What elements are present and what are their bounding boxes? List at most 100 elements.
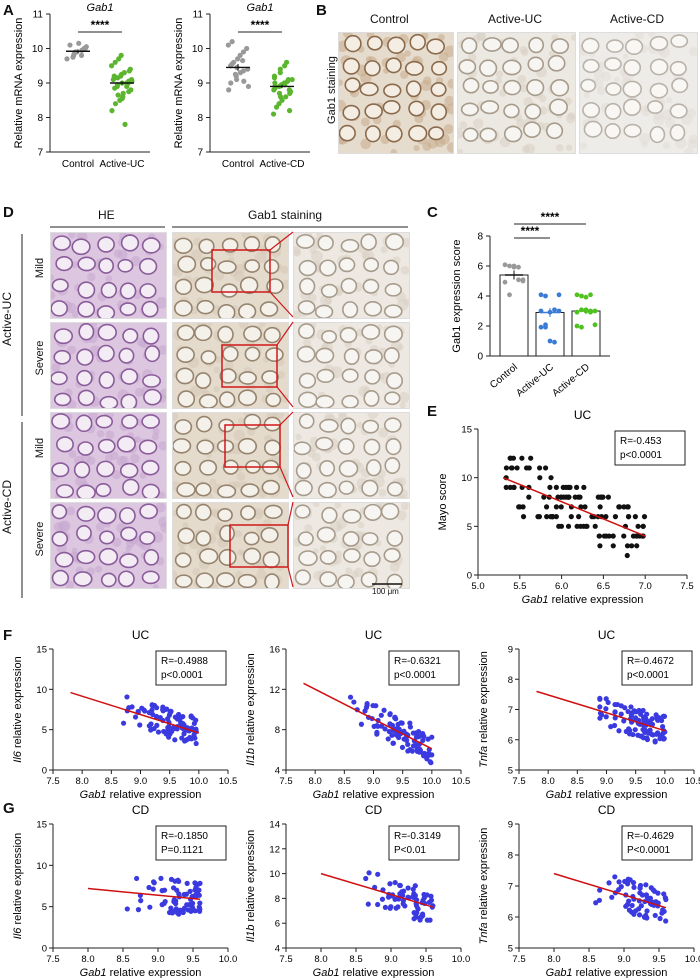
tissue-speck — [236, 472, 246, 481]
crypt — [263, 439, 282, 456]
crypt — [51, 569, 70, 587]
scatter-point — [632, 514, 638, 520]
scatter-ytick-label: 4 — [275, 944, 280, 955]
tissue-speck — [517, 74, 527, 84]
tissue-speck — [472, 118, 484, 129]
scatter-point — [503, 484, 509, 490]
scatter-point — [624, 901, 631, 908]
tissue-speck — [447, 78, 453, 89]
scatter-point — [597, 543, 603, 549]
scatter-xtick-label: 9.0 — [384, 954, 397, 965]
crypt — [71, 238, 91, 256]
scatter-point — [180, 720, 186, 727]
scatter-ytick-label: 7 — [508, 882, 513, 893]
panel-a-ytick-label: 9 — [37, 79, 43, 90]
panel-c-point — [516, 277, 521, 283]
scatter-point — [544, 514, 550, 520]
scatter-xlabel-suffix: relative expression — [573, 789, 668, 800]
scatter-xtick-label: 8.5 — [338, 776, 351, 787]
stats-p: p<0.0001 — [394, 670, 436, 681]
scatter-point — [375, 871, 381, 877]
crypt — [316, 368, 335, 384]
scatter-point — [184, 880, 190, 886]
panel-a-point — [128, 87, 134, 93]
crypt — [622, 80, 642, 98]
crypt — [622, 98, 642, 117]
scatter-point — [606, 880, 612, 886]
scatter-point — [614, 701, 621, 708]
scatter-point — [388, 904, 394, 910]
scatter-point — [642, 727, 648, 733]
scatter-point — [424, 917, 430, 923]
panel-a-point — [283, 94, 289, 100]
scatter-point — [542, 465, 549, 471]
crypt — [384, 233, 405, 251]
scatter-ytick-label: 15 — [36, 645, 47, 656]
scatter-point — [548, 475, 554, 481]
scatter-point — [652, 738, 658, 744]
scatter-xlabel-suffix: relative expression — [340, 967, 435, 978]
scatter-xtick-label: 6.0 — [555, 581, 568, 592]
scatter-xtick-label: 9.0 — [134, 776, 147, 787]
scatter-point — [536, 514, 543, 520]
scatter-ylabel: Il6 relative expression — [12, 833, 24, 939]
tissue-speck — [334, 503, 342, 509]
crypt — [604, 102, 622, 120]
tissue-speck — [495, 70, 504, 78]
scatter-point — [187, 734, 193, 741]
micrograph-d-r1-c1 — [50, 232, 167, 319]
scatter-point — [160, 708, 166, 714]
scatter-ylabel-suffix: relative expression — [478, 651, 490, 746]
scatter-xlabel-suffix: relative expression — [107, 967, 202, 978]
panel-c-xlabel: Active-CD — [550, 362, 592, 399]
scatter-point — [416, 749, 423, 755]
scatter-point — [637, 885, 643, 891]
scatter-point — [582, 504, 588, 510]
scatter-point — [191, 720, 197, 727]
scatter-xtick-label: 7.5 — [279, 954, 292, 965]
scatter-point — [137, 722, 143, 728]
scatter-xlabel-suffix: relative expression — [340, 789, 435, 800]
tissue-speck — [105, 430, 115, 440]
scatter-point — [516, 504, 522, 510]
scatter-point — [171, 899, 177, 905]
panel-a-sig: **** — [91, 18, 110, 32]
panel-a-ytick-label: 10 — [192, 44, 204, 55]
scatter-point — [606, 533, 612, 539]
scatter-ylabel-gene: Tnfa — [478, 746, 490, 768]
panel-a-point — [272, 80, 278, 86]
crypt-group — [294, 413, 408, 498]
crypt — [294, 569, 312, 586]
scatter-ylabel-suffix: relative expression — [245, 653, 257, 748]
crypt — [261, 479, 281, 495]
tissue-speck — [109, 451, 119, 460]
crypt — [217, 304, 236, 318]
scatter-point — [624, 504, 630, 510]
scatter-xtick-label: 9.0 — [617, 954, 630, 965]
crypt — [339, 327, 358, 344]
tissue-speck — [75, 475, 87, 487]
scatter-ytick-label: 9 — [508, 645, 513, 656]
scatter-point — [148, 721, 154, 727]
scatter-point — [427, 759, 433, 765]
scatter-point — [634, 543, 640, 549]
scatter-ytick-label: 0 — [467, 571, 472, 582]
stats-p: P<0.01 — [394, 845, 426, 856]
scatter-point — [568, 514, 574, 520]
scatter-point — [166, 909, 173, 916]
scatter-ylabel: Il6 relative expression — [12, 656, 24, 762]
tissue-speck — [125, 545, 132, 552]
scatter-point — [124, 694, 130, 700]
panel-a-point — [76, 40, 82, 46]
panel-c-xlabel: Active-UC — [514, 362, 556, 399]
crypt — [387, 36, 406, 54]
crypt — [175, 503, 192, 520]
panel-label-a: A — [3, 2, 14, 19]
crypt — [76, 525, 92, 542]
scatter-point — [158, 875, 164, 881]
tissue-speck — [390, 149, 398, 153]
crypt — [386, 573, 403, 588]
tissue-speck — [688, 134, 697, 144]
crypt — [383, 83, 402, 98]
crypt — [315, 394, 335, 408]
